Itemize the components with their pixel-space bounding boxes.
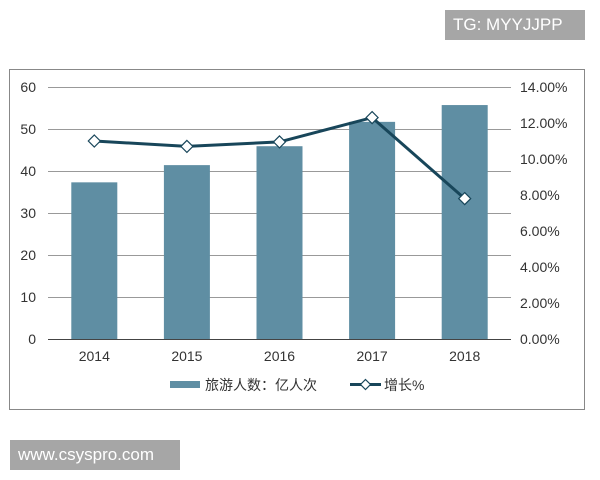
x-axis-tick-label: 2016 [264,348,295,364]
left-axis-tick-label: 0 [28,331,36,347]
bar-2018 [441,105,488,339]
growth-point-2015 [180,139,194,154]
bar-2014 [71,182,118,339]
left-axis-tick-label: 40 [20,163,36,179]
chart-frame [9,69,585,410]
watermark-bottom: www.csyspro.com [10,440,180,470]
left-axis-tick-label: 30 [20,205,36,221]
right-axis-tick-label: 2.00% [520,295,560,311]
legend-bar-swatch [170,381,200,388]
right-axis-tick-label: 10.00% [520,151,567,167]
left-axis-tick-label: 20 [20,247,36,263]
growth-point-2016 [272,135,287,149]
x-axis-tick-label: 2014 [79,348,110,364]
legend-bar-label: 旅游人数：亿人次 [205,377,317,393]
right-axis-tick-label: 6.00% [520,223,560,239]
growth-point-2014 [87,134,102,148]
bar-2015 [163,165,210,339]
growth-point-2018 [457,191,472,206]
right-axis-tick-label: 4.00% [520,259,560,275]
growth-line [94,115,466,200]
legend-line-marker [359,378,372,391]
legend-line-label: 增长% [384,377,424,393]
right-axis-tick-label: 14.00% [520,79,567,95]
right-axis-tick-label: 0.00% [520,331,560,347]
bar-2016 [256,146,303,339]
watermark-top: TG: MYYJJPP [445,10,585,40]
left-axis-tick-label: 50 [20,121,36,137]
left-axis-tick-label: 10 [20,289,36,305]
bar-2017 [349,121,396,339]
right-axis-tick-label: 8.00% [520,187,560,203]
growth-point-2017 [365,110,379,125]
right-axis-tick-label: 12.00% [520,115,567,131]
x-axis-tick-label: 2017 [357,348,388,364]
x-axis-tick-label: 2015 [171,348,202,364]
x-axis-tick-label: 2018 [449,348,480,364]
legend: 旅游人数：亿人次 增长% [170,377,424,393]
left-axis-tick-label: 60 [20,79,36,95]
